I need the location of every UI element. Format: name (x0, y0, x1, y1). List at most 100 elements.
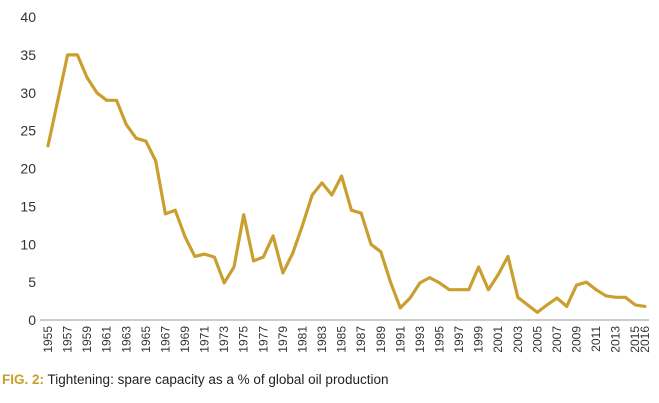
data-point (575, 283, 578, 287)
data-point (545, 303, 549, 307)
x-tick-label: 2001 (491, 326, 505, 353)
series-line-spare-capacity (46, 53, 647, 314)
x-tick-label: 2013 (609, 326, 623, 353)
data-point (594, 288, 598, 292)
y-tick-label: 20 (20, 161, 36, 177)
x-tick-label: 1971 (198, 326, 212, 353)
data-point (584, 280, 588, 284)
y-tick-label: 5 (28, 274, 36, 290)
x-tick-label: 2016 (638, 326, 652, 353)
x-axis-tick-labels: 1955 1957 1959 1961 1963 1965 1967 1969 1971 1973… (41, 326, 652, 353)
y-tick-label: 0 (28, 312, 36, 328)
data-point (506, 255, 510, 258)
data-point (76, 53, 79, 57)
data-point (487, 288, 490, 292)
data-point (408, 296, 412, 300)
x-tick-label: 1989 (374, 326, 388, 353)
data-point (418, 281, 422, 285)
y-tick-label: 40 (20, 9, 36, 25)
x-tick-label: 2011 (589, 326, 603, 352)
data-point (604, 294, 608, 298)
data-point (350, 208, 353, 212)
data-point (281, 271, 285, 275)
data-point (359, 211, 363, 215)
data-point (555, 296, 559, 300)
y-axis-tick-labels: 0 5 10 15 20 25 30 35 40 (20, 9, 36, 328)
x-tick-label: 1987 (354, 326, 368, 353)
x-tick-label: 1991 (393, 326, 407, 353)
data-point (56, 98, 60, 102)
data-point (643, 305, 647, 308)
x-tick-label: 2009 (569, 326, 583, 353)
data-point (428, 276, 432, 279)
data-point (516, 295, 520, 299)
data-point (633, 303, 637, 307)
data-point (526, 303, 529, 307)
data-point (271, 234, 275, 238)
x-tick-label: 1975 (237, 326, 251, 353)
x-tick-label: 2015 (628, 326, 642, 353)
x-tick-label: 1993 (413, 326, 427, 353)
data-point (310, 193, 314, 197)
data-point (144, 139, 148, 143)
x-tick-label: 1983 (315, 326, 329, 353)
y-tick-label: 30 (20, 85, 36, 101)
x-tick-label: 1973 (217, 326, 231, 353)
x-tick-label: 2003 (511, 326, 525, 353)
x-tick-label: 1999 (472, 326, 486, 353)
data-point (261, 255, 265, 259)
x-tick-label: 1959 (80, 326, 94, 353)
x-tick-label: 1977 (256, 326, 270, 353)
x-tick-label: 1967 (158, 326, 172, 353)
data-point (477, 265, 480, 269)
data-point (457, 288, 461, 292)
data-point (154, 159, 158, 163)
y-tick-label: 25 (20, 123, 36, 139)
x-tick-label: 1979 (276, 326, 290, 353)
data-point (496, 273, 500, 276)
data-point (624, 295, 627, 299)
x-tick-label: 1981 (295, 326, 309, 353)
data-point (301, 223, 304, 227)
x-tick-label: 1965 (139, 326, 153, 353)
x-tick-label: 1961 (100, 326, 114, 353)
data-point (164, 212, 167, 216)
x-tick-label: 2005 (530, 326, 544, 353)
data-point (291, 251, 295, 255)
x-tick-label: 1963 (119, 326, 133, 353)
data-point (213, 255, 216, 259)
data-point (115, 98, 118, 102)
data-point (320, 181, 324, 185)
data-point (124, 123, 128, 126)
figure-caption-text: Tightening: spare capacity as a % of glo… (44, 372, 389, 387)
data-point (447, 288, 451, 292)
data-point (252, 259, 255, 263)
data-point (330, 193, 334, 197)
data-point (467, 288, 471, 292)
x-tick-label: 2007 (550, 326, 564, 353)
x-tick-label: 1985 (335, 326, 349, 353)
data-point (232, 265, 236, 269)
data-point (105, 98, 109, 102)
data-points (46, 53, 647, 314)
data-point (398, 306, 402, 310)
data-point (203, 252, 207, 256)
data-point (183, 235, 187, 239)
x-tick-label: 1957 (61, 326, 75, 353)
data-point (46, 144, 50, 148)
x-tick-label: 1997 (452, 326, 466, 353)
data-point (389, 280, 392, 284)
y-tick-label: 35 (20, 47, 36, 63)
data-point (173, 208, 177, 212)
data-point (222, 281, 226, 285)
data-point (565, 305, 569, 308)
data-point (193, 255, 197, 258)
data-point (379, 250, 383, 254)
data-point (242, 213, 246, 217)
data-point (340, 174, 343, 178)
figure-caption: FIG. 2: Tightening: spare capacity as a … (2, 372, 388, 387)
data-point (369, 242, 373, 246)
y-tick-label: 10 (20, 236, 36, 252)
data-point (85, 76, 89, 79)
figure-label: FIG. 2: (2, 372, 45, 387)
